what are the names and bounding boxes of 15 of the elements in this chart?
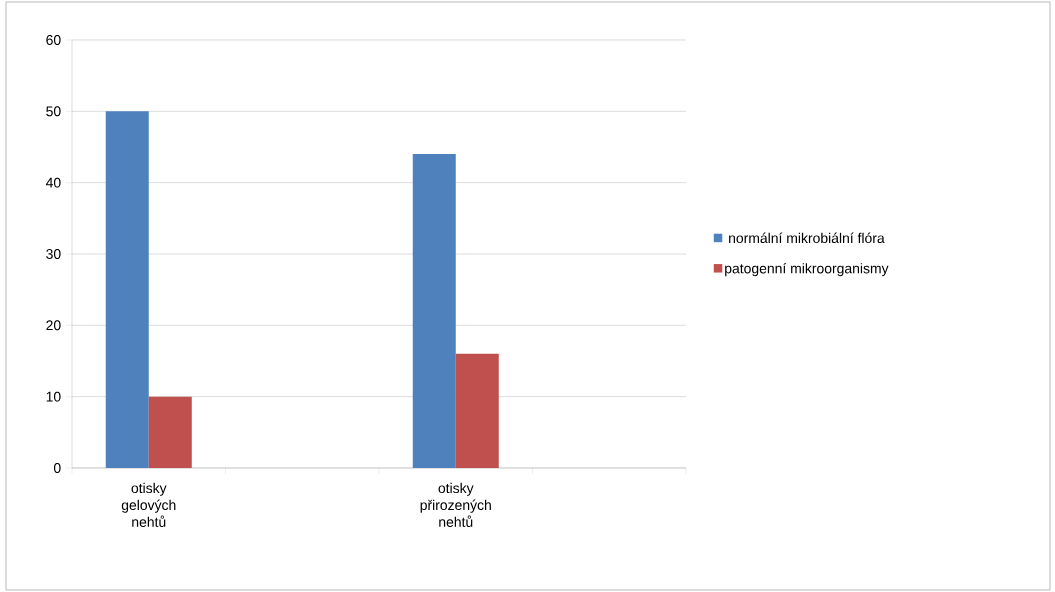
- y-tick-label: 60: [46, 35, 61, 45]
- x-tick-label: otisky přirozených nehtů: [420, 482, 491, 527]
- bar: [412, 154, 456, 468]
- legend-label: normální mikrobiální flóra: [729, 232, 885, 244]
- y-tick-label: 20: [46, 320, 61, 331]
- y-tick-label: 50: [46, 106, 61, 117]
- x-tick-label: otisky gelových nehtů: [121, 482, 176, 527]
- y-tick-label: 40: [45, 177, 61, 188]
- y-tick-label: 10: [46, 391, 61, 402]
- bar: [105, 111, 149, 468]
- bar: [148, 396, 192, 468]
- bar: [455, 353, 499, 468]
- y-tick-label: 30: [46, 249, 61, 259]
- legend-label: patogenní mikroorganismy: [725, 262, 889, 277]
- y-tick-label: 0: [53, 463, 61, 473]
